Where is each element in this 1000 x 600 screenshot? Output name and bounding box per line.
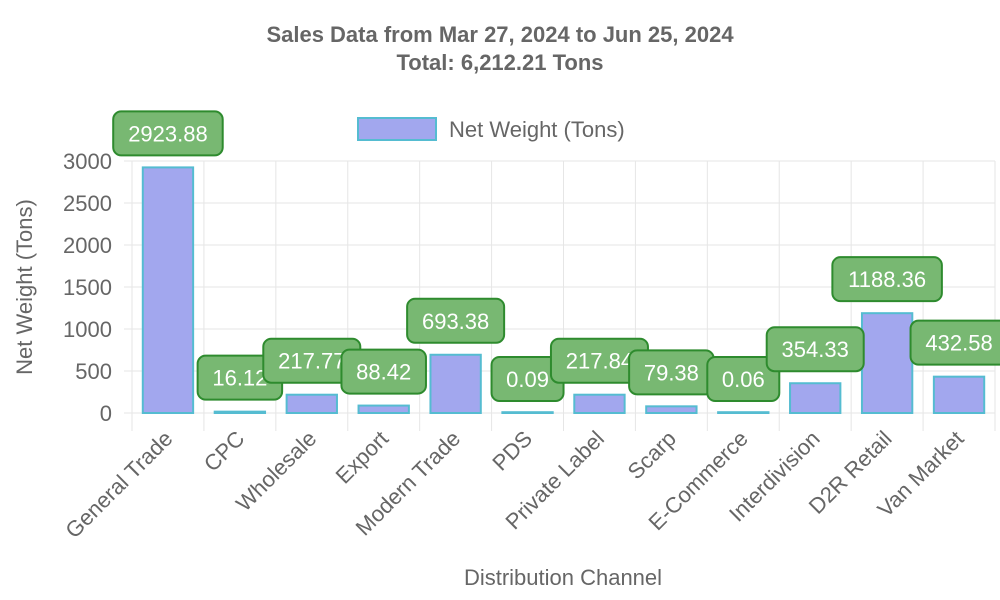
y-tick-label: 2000	[63, 233, 112, 258]
x-tick-label: General Trade	[60, 426, 177, 543]
y-tick-label: 500	[75, 359, 112, 384]
legend-swatch	[357, 117, 437, 141]
x-axis-title: Distribution Channel	[464, 565, 662, 590]
bar	[213, 410, 267, 415]
bar	[285, 393, 338, 414]
data-label-box	[831, 256, 943, 303]
data-label-box	[765, 326, 865, 373]
bar	[141, 166, 195, 414]
data-label-box	[340, 348, 427, 395]
y-tick-label: 0	[100, 401, 112, 426]
chart-title: Sales Data from Mar 27, 2024 to Jun 25, …	[266, 22, 734, 47]
y-tick-label: 2500	[63, 191, 112, 216]
y-tick-label: 1000	[63, 317, 112, 342]
bar	[501, 411, 554, 415]
bar	[860, 312, 914, 415]
bars	[141, 166, 986, 415]
legend-label: Net Weight (Tons)	[449, 117, 625, 142]
x-tick-label: Scarp	[623, 426, 681, 484]
y-tick-label: 1500	[63, 275, 112, 300]
x-tick-label: PDS	[487, 426, 537, 476]
data-label: 79.38	[644, 360, 699, 385]
bar	[717, 411, 770, 415]
data-label: 432.58	[925, 331, 992, 356]
data-label: 1188.36	[848, 267, 926, 292]
data-label: 354.33	[782, 337, 849, 362]
data-label-box	[112, 110, 224, 157]
data-label-box	[706, 355, 781, 402]
y-tick-label: 3000	[63, 149, 112, 174]
data-label: 0.09	[506, 367, 549, 392]
data-label: 217.77	[278, 349, 345, 374]
y-axis-title: Net Weight (Tons)	[12, 199, 37, 375]
x-tick-label: Export	[331, 426, 394, 489]
data-label: 88.42	[356, 360, 411, 385]
bar	[429, 353, 482, 414]
data-label: 2923.88	[128, 121, 208, 146]
data-label: 217.84	[566, 349, 633, 374]
data-label: 693.38	[422, 309, 489, 334]
bar	[645, 405, 698, 415]
chart-subtitle: Total: 6,212.21 Tons	[396, 50, 603, 75]
data-label-box	[909, 319, 1000, 366]
data-label: 0.06	[722, 367, 765, 392]
data-labels: 2923.88 16.12 217.77 88.42 693.38 0.09 217.84 7…	[112, 110, 1000, 402]
bar	[789, 382, 842, 414]
bar	[357, 404, 410, 415]
data-label: 16.12	[212, 366, 267, 391]
bar	[573, 393, 626, 415]
data-label-box	[406, 297, 506, 344]
bar	[932, 375, 986, 414]
legend[interactable]: Net Weight (Tons)	[357, 117, 625, 142]
x-tick-label: CPC	[199, 426, 250, 477]
y-axis-ticks: 0 500 1000 1500 2000 2500 3000	[63, 149, 112, 426]
